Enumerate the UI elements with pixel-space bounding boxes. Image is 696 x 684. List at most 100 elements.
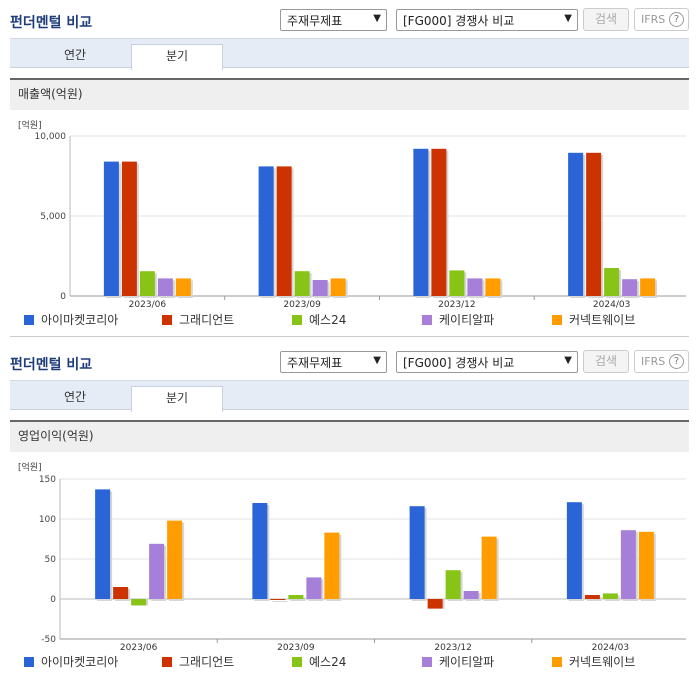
bar: [330, 278, 346, 296]
legend-swatch: [552, 657, 562, 667]
bar: [622, 279, 638, 296]
y-tick-label: 100: [39, 515, 56, 525]
tab-quarterly[interactable]: 분기: [131, 44, 223, 70]
revenue-bar-chart: 0 5,000 10,000 2023/06 2023/09 2023/12 2024/03: [35, 132, 686, 310]
bar: [258, 166, 274, 296]
legend-swatch: [24, 657, 34, 667]
bar: [602, 593, 618, 599]
bar: [312, 280, 328, 296]
bar: [463, 591, 479, 599]
chart-legend: 아이마켓코리아 그래디언트 예스24 케이티알파 커넥트웨이브: [24, 312, 684, 328]
unit-label: [억원]: [18, 121, 42, 131]
metric-title: 매출액(억원): [10, 78, 689, 110]
bar: [113, 587, 129, 599]
legend-swatch: [162, 315, 172, 325]
panel-title: 펀더멘털 비교: [10, 15, 93, 31]
chevron-down-icon: ▼: [564, 355, 572, 366]
bar: [431, 148, 447, 296]
x-tick-label: 2023/06: [120, 643, 158, 652]
period-tabs: 연간 분기: [10, 380, 689, 412]
x-tick-label: 2023/12: [434, 643, 471, 652]
legend-label: 커넥트웨이브: [569, 655, 636, 669]
ifrs-button[interactable]: IFRS ?: [634, 350, 689, 373]
unit-label: [억원]: [18, 463, 42, 473]
bar: [620, 530, 636, 599]
peer-group-select-value: [FG000] 경쟁사 비교: [403, 14, 515, 28]
legend-label: 그래디언트: [179, 655, 235, 669]
ifrs-label: IFRS: [641, 13, 666, 26]
legend-swatch: [162, 657, 172, 667]
bar: [467, 278, 483, 296]
bar: [568, 152, 584, 296]
statement-select-value: 주재무제표: [287, 14, 343, 28]
x-tick-label: 2023/09: [277, 643, 315, 652]
operating-profit-bar-chart: -50 0 50 100 150 2023/06 2023/09 2023/12 2024/03: [39, 475, 686, 652]
legend-label: 케이티알파: [439, 313, 495, 327]
chevron-down-icon: ▼: [373, 13, 381, 24]
bar: [638, 531, 654, 599]
bar: [157, 278, 173, 296]
bar: [449, 270, 465, 296]
y-tick-label: 0: [60, 292, 66, 302]
panel-title: 펀더멘털 비교: [10, 357, 93, 373]
legend-swatch: [422, 315, 432, 325]
peer-group-select[interactable]: [FG000] 경쟁사 비교 ▼: [396, 351, 578, 373]
search-button[interactable]: 검색: [583, 8, 629, 31]
bar: [131, 599, 147, 606]
peer-group-select[interactable]: [FG000] 경쟁사 비교 ▼: [396, 9, 578, 31]
bar: [640, 278, 656, 296]
legend-swatch: [422, 657, 432, 667]
bar: [413, 148, 429, 296]
fundamental-panel-operating-profit: 펀더멘털 비교 주재무제표 ▼ [FG000] 경쟁사 비교 ▼ 검색 IFRS…: [0, 342, 696, 684]
legend-label: 예스24: [309, 655, 347, 669]
statement-select-value: 주재무제표: [287, 356, 343, 370]
bar: [175, 278, 191, 296]
metric-title: 영업이익(억원): [10, 420, 689, 452]
ifrs-button[interactable]: IFRS ?: [634, 8, 689, 31]
bar: [95, 489, 111, 599]
bar: [566, 502, 582, 599]
bar-shadow: [272, 601, 288, 602]
bar: [276, 166, 292, 296]
y-tick-label: 5,000: [40, 212, 66, 222]
bar: [121, 161, 137, 296]
bar: [294, 271, 310, 296]
legend-label: 아이마켓코리아: [41, 313, 119, 327]
bar: [139, 271, 155, 296]
y-tick-label: 0: [50, 595, 56, 605]
bar: [584, 595, 600, 599]
statement-select[interactable]: 주재무제표 ▼: [280, 351, 387, 373]
statement-select[interactable]: 주재무제표 ▼: [280, 9, 387, 31]
x-tick-label: 2023/12: [438, 300, 475, 310]
x-tick-label: 2024/03: [592, 643, 629, 652]
bar: [481, 536, 497, 599]
tab-annual[interactable]: 연간: [63, 48, 87, 62]
chevron-down-icon: ▼: [373, 355, 381, 366]
legend-label: 예스24: [309, 313, 347, 327]
legend-swatch: [552, 315, 562, 325]
tab-annual[interactable]: 연간: [63, 390, 87, 404]
help-icon[interactable]: ?: [669, 354, 684, 369]
tab-quarterly[interactable]: 분기: [131, 386, 223, 412]
chart-legend: 아이마켓코리아 그래디언트 예스24 케이티알파 커넥트웨이브: [24, 654, 684, 670]
bar: [586, 152, 602, 296]
legend-label: 케이티알파: [439, 655, 495, 669]
y-tick-label: 10,000: [35, 132, 67, 142]
peer-group-select-value: [FG000] 경쟁사 비교: [403, 356, 515, 370]
bar: [270, 599, 286, 600]
legend-swatch: [24, 315, 34, 325]
search-button[interactable]: 검색: [583, 350, 629, 373]
bar: [167, 520, 183, 599]
period-tabs: 연간 분기: [10, 38, 689, 70]
legend-swatch: [292, 657, 302, 667]
chevron-down-icon: ▼: [564, 13, 572, 24]
x-tick-label: 2024/03: [593, 300, 630, 310]
x-tick-label: 2023/09: [283, 300, 321, 310]
y-tick-label: -50: [41, 635, 56, 645]
bar: [409, 506, 425, 599]
panel-header: 펀더멘털 비교 주재무제표 ▼ [FG000] 경쟁사 비교 ▼ 검색 IFRS…: [0, 0, 696, 36]
bar: [324, 532, 340, 599]
panel-divider: [10, 336, 689, 337]
help-icon[interactable]: ?: [669, 12, 684, 27]
panel-header: 펀더멘털 비교 주재무제표 ▼ [FG000] 경쟁사 비교 ▼ 검색 IFRS…: [0, 342, 696, 378]
